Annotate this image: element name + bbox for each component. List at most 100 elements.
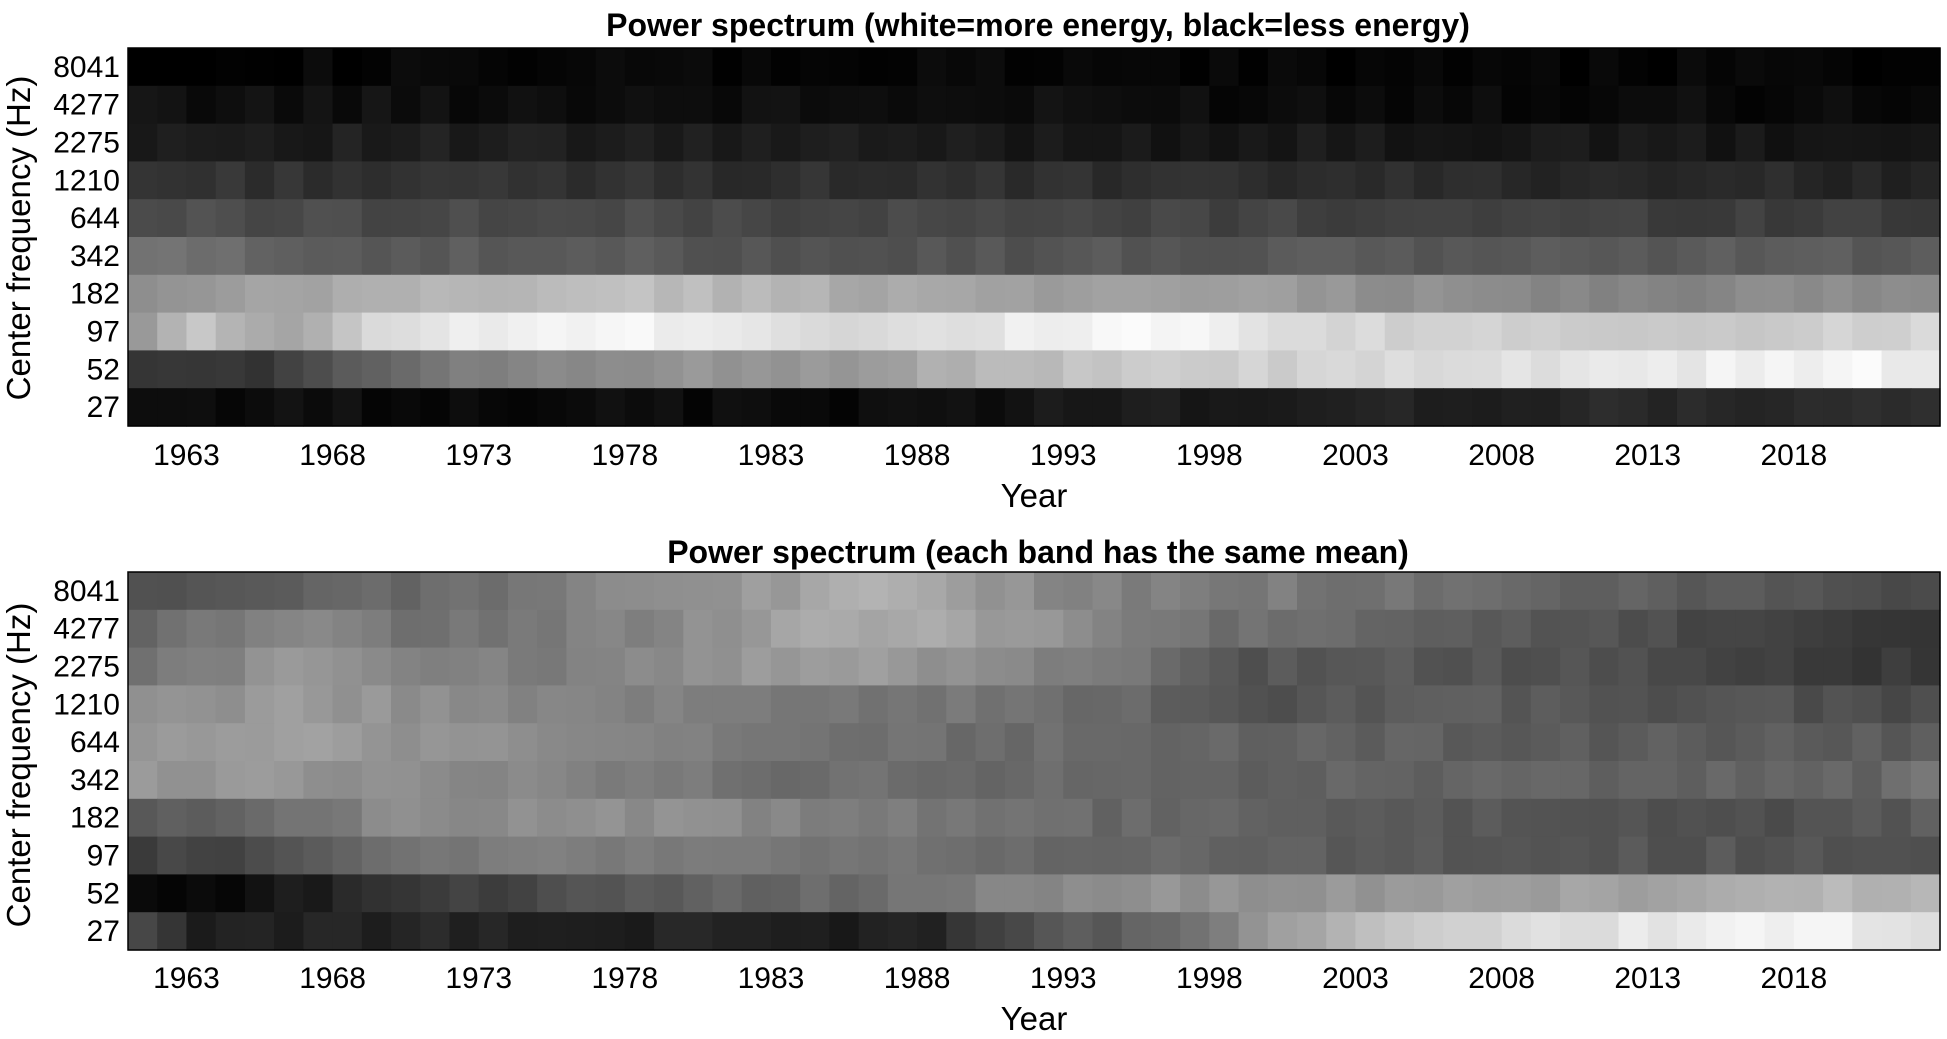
heatmap-cell xyxy=(1326,388,1357,427)
heatmap-cell xyxy=(1180,723,1210,762)
heatmap-cell xyxy=(1735,123,1766,162)
heatmap-cell xyxy=(537,312,567,351)
heatmap-cell xyxy=(1034,161,1064,200)
heatmap-cell xyxy=(1413,912,1444,951)
heatmap-cell xyxy=(1764,199,1795,238)
heatmap-cell xyxy=(829,123,860,162)
heatmap-cell xyxy=(1326,798,1357,838)
heatmap-cell xyxy=(361,388,392,427)
heatmap-cell xyxy=(332,199,363,238)
heatmap-cell xyxy=(1764,761,1795,800)
heatmap-cell xyxy=(244,312,275,351)
heatmap-cell xyxy=(1326,312,1357,351)
heatmap-cell xyxy=(1910,237,1941,276)
heatmap-cell xyxy=(1735,874,1766,913)
heatmap-cell xyxy=(1355,48,1386,87)
heatmap-cell xyxy=(1676,237,1707,276)
heatmap-cell xyxy=(1004,274,1035,314)
heatmap-cell xyxy=(1063,161,1094,200)
heatmap-cell xyxy=(683,123,714,162)
heatmap-cell xyxy=(1209,609,1240,649)
heatmap-cell xyxy=(1501,798,1532,838)
heatmap-cell xyxy=(1881,199,1912,238)
heatmap-cell xyxy=(1355,761,1386,800)
heatmap-cell xyxy=(128,609,158,649)
heatmap-cell xyxy=(1676,874,1707,913)
heatmap-cell xyxy=(741,761,772,800)
heatmap-cell xyxy=(1560,123,1590,162)
heatmap-cell xyxy=(303,199,334,238)
heatmap-cell xyxy=(1238,836,1269,875)
heatmap-cell xyxy=(917,85,947,125)
heatmap-cell xyxy=(332,312,363,351)
heatmap-cell xyxy=(975,123,1006,162)
heatmap-cell xyxy=(507,199,538,238)
heatmap-cell xyxy=(1384,237,1415,276)
heatmap-cell xyxy=(1793,388,1824,427)
heatmap-cell xyxy=(1063,123,1094,162)
heatmap-cell xyxy=(1881,685,1912,724)
heatmap-cell xyxy=(712,798,743,838)
heatmap-cell xyxy=(1735,609,1766,649)
heatmap-cell xyxy=(1735,912,1766,951)
heatmap-cell xyxy=(566,312,597,351)
heatmap-cell xyxy=(1735,350,1766,389)
heatmap-cell xyxy=(595,761,626,800)
heatmap-cell xyxy=(1764,123,1795,162)
heatmap-cell xyxy=(887,199,918,238)
heatmap-cell xyxy=(1910,199,1941,238)
heatmap-cell xyxy=(1238,761,1269,800)
heatmap-cell xyxy=(683,161,714,200)
heatmap-cell xyxy=(537,761,567,800)
heatmap-cell xyxy=(157,609,188,649)
heatmap-cell xyxy=(1793,761,1824,800)
heatmap-cell xyxy=(800,312,831,351)
heatmap-cell xyxy=(887,912,918,951)
heatmap-cell xyxy=(186,798,217,838)
heatmap-cell xyxy=(975,199,1006,238)
heatmap-cell xyxy=(683,723,714,762)
heatmap-cell xyxy=(274,685,304,724)
heatmap-cell xyxy=(1706,912,1737,951)
heatmap-cell xyxy=(1092,48,1123,87)
heatmap-cell xyxy=(274,874,304,913)
heatmap-cell xyxy=(449,723,480,762)
heatmap-cell xyxy=(712,199,743,238)
heatmap-cell xyxy=(1852,123,1883,162)
heatmap-cell xyxy=(1384,647,1415,686)
heatmap-cell xyxy=(1793,685,1824,724)
heatmap-cell xyxy=(478,274,509,314)
heatmap-cell xyxy=(537,609,567,649)
heatmap-cell xyxy=(1092,237,1123,276)
heatmap-cell xyxy=(741,388,772,427)
heatmap-cell xyxy=(770,685,801,724)
heatmap-cell xyxy=(712,237,743,276)
heatmap-cell xyxy=(712,685,743,724)
heatmap-cell xyxy=(624,723,655,762)
heatmap-cell xyxy=(1326,723,1357,762)
heatmap-cell xyxy=(1034,123,1064,162)
heatmap-cell xyxy=(478,85,509,125)
heatmap-cell xyxy=(1004,312,1035,351)
heatmap-cell xyxy=(566,798,597,838)
heatmap-cell xyxy=(1267,388,1298,427)
heatmap-cell xyxy=(1735,647,1766,686)
heatmap-cell xyxy=(654,912,684,951)
heatmap-cell xyxy=(244,761,275,800)
heatmap-cell xyxy=(1764,350,1795,389)
heatmap-cell xyxy=(654,123,684,162)
heatmap-cell xyxy=(1881,761,1912,800)
heatmap-cell xyxy=(1063,350,1094,389)
heatmap-cell xyxy=(274,199,304,238)
heatmap-cell xyxy=(595,85,626,125)
heatmap-cell xyxy=(128,274,158,314)
top-x-axis-label: Year xyxy=(1001,477,1068,514)
heatmap-cell xyxy=(1092,199,1123,238)
heatmap-cell xyxy=(1326,199,1357,238)
heatmap-cell xyxy=(1034,685,1064,724)
heatmap-cell xyxy=(683,874,714,913)
heatmap-cell xyxy=(1618,388,1649,427)
heatmap-cell xyxy=(946,123,977,162)
heatmap-cell xyxy=(303,85,334,125)
heatmap-cell xyxy=(1706,572,1737,611)
